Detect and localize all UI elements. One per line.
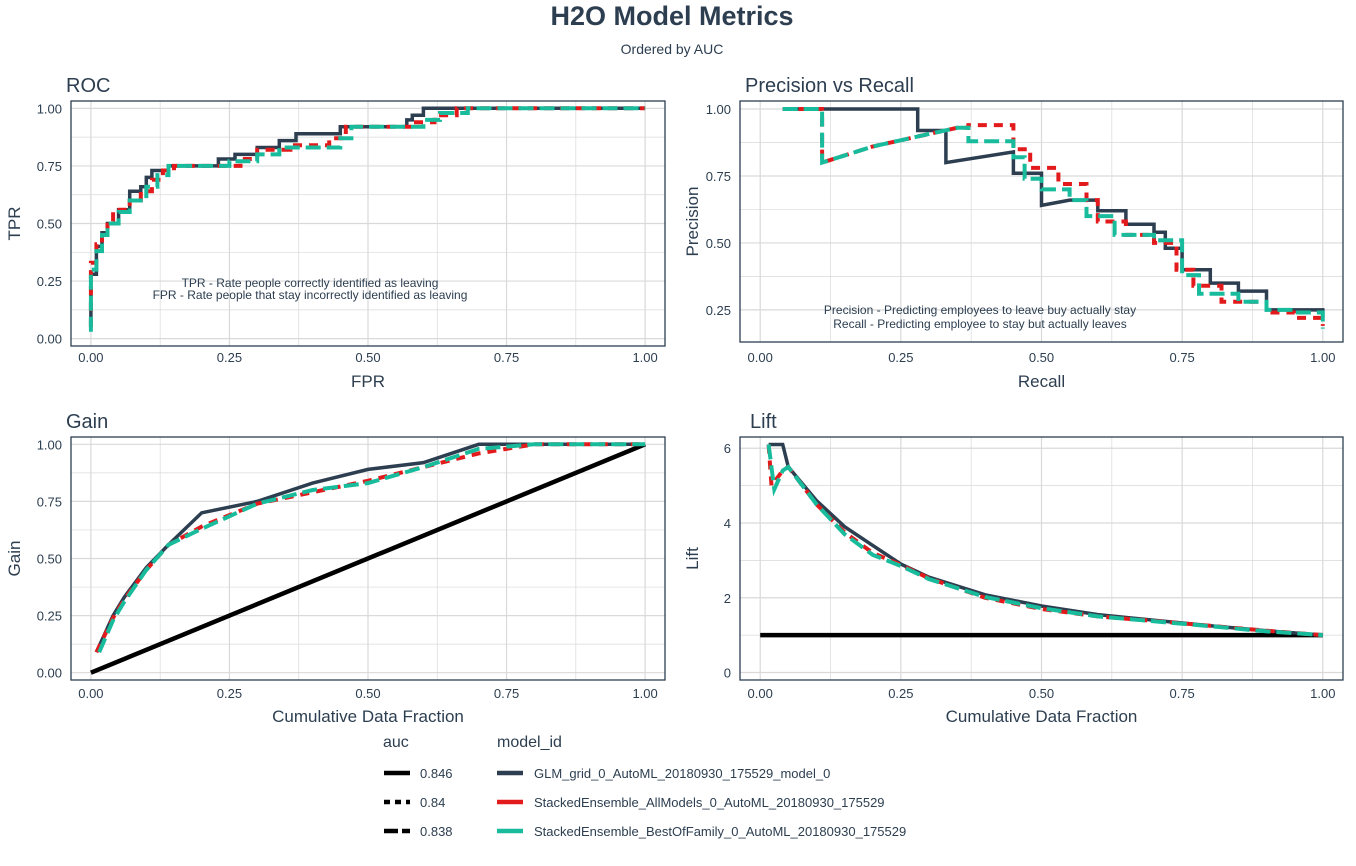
legend-model-id: GLM_grid_0_AutoML_20180930_175529_model_… [534,766,830,781]
panel-annotation: Precision - Predicting employees to leav… [824,303,1136,317]
legend-auc-value: 0.846 [420,766,453,781]
y-tick-label: 0.75 [37,494,62,509]
legend: auc model_id 0.846 GLM_grid_0_AutoML_2018… [383,734,906,839]
panel-annotation: Recall - Predicting employee to stay but… [833,317,1126,331]
panels: 0.00 0.25 0.50 0.75 1.00 0.00 0.25 0.50 0.75 1.00… [5,75,1344,726]
y-tick-label: 0.50 [706,236,731,251]
panel-title: Precision vs Recall [745,75,914,97]
x-tick-label: 0.75 [494,686,519,701]
series-line-se-best [766,444,1323,638]
legend-model-title: model_id [497,734,562,751]
chart-panel-3: 0.00 0.25 0.50 0.75 1.00 0.00 0.25 0.50 0.75 1.00… [5,411,666,726]
y-tick-label: 0.50 [37,217,62,232]
y-tick-label: 0.25 [37,609,62,624]
y-tick-label: 4 [724,516,731,531]
y-tick-label: 0.25 [37,274,62,289]
y-axis-label: Precision [683,187,702,257]
y-tick-label: 1.00 [706,102,731,117]
series-line-se-best [88,106,646,332]
y-tick-label: 0 [724,666,731,681]
x-tick-label: 0.25 [217,350,242,365]
panel-border [70,100,666,347]
series-line-se-all [782,107,1325,326]
panel-title: Lift [750,411,777,433]
x-tick-label: 0.50 [355,686,380,701]
panel-border [70,436,666,681]
panel-annotation: FPR - Rate people that stay incorrectly … [153,288,468,302]
y-axis-label: Lift [683,547,702,570]
figure-subtitle: Ordered by AUC [621,41,724,57]
y-tick-label: 6 [724,441,731,456]
series-line-glm [94,442,646,653]
y-tick-label: 0.75 [706,169,731,184]
panel-annotation: TPR - Rate people correctly identified a… [182,276,439,290]
x-axis-label: Recall [1018,372,1065,391]
y-axis-label: TPR [5,207,24,241]
x-tick-label: 0.25 [217,686,242,701]
legend-entry: 0.838 StackedEnsemble_BestOfFamily_0_Auto… [384,824,906,839]
y-tick-label: 0.50 [37,552,62,567]
chart-panel-4: 0.00 0.25 0.50 0.75 1.00 0 2 4 6 Lift Cumulative D… [683,411,1344,726]
series-line-se-all [94,442,646,654]
y-tick-label: 0.75 [37,159,62,174]
series-line-baseline [90,442,646,675]
x-tick-label: 1.00 [1310,350,1335,365]
y-axis-label: Gain [5,541,24,577]
legend-entry: 0.846 GLM_grid_0_AutoML_20180930_175529_m… [384,766,830,781]
x-tick-label: 1.00 [632,350,657,365]
chart-panel-2: 0.00 0.25 0.50 0.75 1.00 0.25 0.50 0.75 1.00 Prec… [683,75,1344,391]
y-tick-label: 1.00 [37,101,62,116]
x-axis-label: Cumulative Data Fraction [272,707,464,726]
x-tick-label: 1.00 [1310,686,1335,701]
grid [740,437,1343,680]
x-axis-label: FPR [351,372,385,391]
series-line-se-best [782,107,1325,329]
x-tick-label: 0.00 [78,686,103,701]
panel-border [739,100,1344,343]
y-tick-label: 0.00 [37,332,62,347]
panel-title: Gain [66,411,108,433]
grid [71,101,665,346]
legend-auc-title: auc [383,734,409,751]
x-tick-label: 0.25 [888,686,913,701]
x-tick-label: 0.25 [888,350,913,365]
x-tick-label: 0.00 [748,350,773,365]
y-tick-label: 2 [724,591,731,606]
series-line-se-best [97,442,646,653]
legend-auc-value: 0.838 [420,824,453,839]
figure-title: H2O Model Metrics [550,1,793,31]
x-tick-label: 0.00 [748,686,773,701]
y-tick-label: 1.00 [37,437,62,452]
series-line-glm [782,107,1325,318]
legend-auc-value: 0.84 [420,795,445,810]
legend-model-id: StackedEnsemble_BestOfFamily_0_AutoML_20… [534,824,906,839]
x-axis-label: Cumulative Data Fraction [946,707,1138,726]
x-tick-label: 0.00 [78,350,103,365]
x-tick-label: 1.00 [632,686,657,701]
panel-title: ROC [66,75,110,97]
y-tick-label: 0.25 [706,303,731,318]
legend-entry: 0.84 StackedEnsemble_AllModels_0_AutoML_2… [384,795,885,810]
x-tick-label: 0.50 [1029,350,1054,365]
x-tick-label: 0.75 [1169,350,1194,365]
legend-model-id: StackedEnsemble_AllModels_0_AutoML_20180… [534,795,885,810]
x-tick-label: 0.75 [494,350,519,365]
x-tick-label: 0.75 [1169,686,1194,701]
y-tick-label: 0.00 [37,666,62,681]
chart-panel-1: 0.00 0.25 0.50 0.75 1.00 0.00 0.25 0.50 0.75 1.00… [5,75,666,391]
panel-border [739,436,1344,681]
x-tick-label: 0.50 [1029,686,1054,701]
x-tick-label: 0.50 [355,350,380,365]
